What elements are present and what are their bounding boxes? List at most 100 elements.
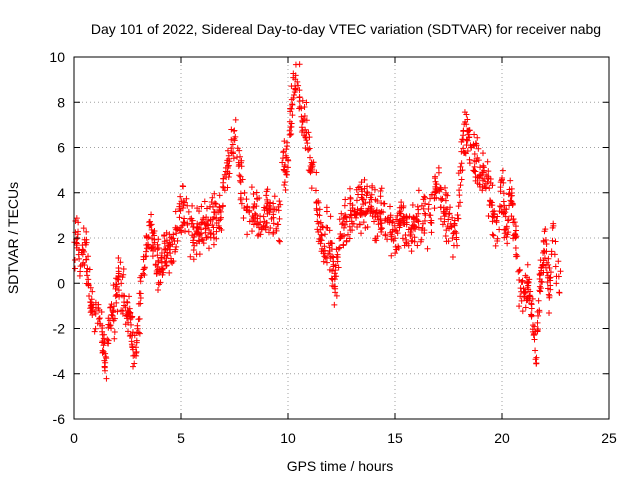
x-tick-label: 10 [280, 430, 296, 446]
data-point [142, 253, 149, 260]
data-point [408, 248, 415, 255]
data-point [336, 216, 343, 223]
data-point [499, 167, 506, 174]
data-point [464, 127, 471, 134]
data-point [329, 246, 336, 253]
data-point [326, 266, 333, 273]
data-point [155, 236, 162, 243]
data-point [246, 218, 253, 225]
data-point [114, 308, 121, 315]
data-point [155, 245, 162, 252]
data-point [431, 205, 438, 212]
data-point [439, 221, 446, 228]
data-point [315, 197, 322, 204]
data-point [201, 198, 208, 205]
data-point [276, 215, 283, 222]
data-point [528, 305, 535, 312]
data-point [548, 251, 555, 258]
data-point [392, 250, 399, 257]
data-point [338, 210, 345, 217]
data-point [180, 219, 187, 226]
data-point [531, 336, 538, 343]
data-point [471, 150, 478, 157]
data-point [207, 203, 214, 210]
data-point [113, 299, 120, 306]
data-point [432, 188, 439, 195]
data-point [504, 217, 511, 224]
data-point [148, 226, 155, 233]
data-point [421, 210, 428, 217]
data-point [363, 192, 370, 199]
data-point [210, 241, 217, 248]
data-point [342, 196, 349, 203]
data-point [211, 190, 218, 197]
data-point [291, 88, 298, 95]
data-point [529, 295, 536, 302]
data-point [435, 169, 442, 176]
data-point [309, 163, 316, 170]
data-point [487, 180, 494, 187]
data-point [398, 215, 405, 222]
data-point [124, 299, 131, 306]
data-point [398, 199, 405, 206]
y-tick-label: 0 [57, 275, 65, 291]
data-point [200, 240, 207, 247]
data-point [195, 237, 202, 244]
data-point [389, 228, 396, 235]
data-point [381, 217, 388, 224]
data-point [313, 169, 320, 176]
data-point [184, 221, 191, 228]
data-point [316, 206, 323, 213]
data-point [210, 224, 217, 231]
data-point [497, 184, 504, 191]
data-point [129, 329, 136, 336]
data-point [508, 213, 515, 220]
data-point [516, 276, 523, 283]
data-point [120, 266, 127, 273]
data-point [407, 232, 414, 239]
data-point [189, 232, 196, 239]
data-point [221, 187, 228, 194]
data-point [136, 290, 143, 297]
data-point [87, 309, 94, 316]
data-point [493, 217, 500, 224]
data-point [178, 224, 185, 231]
data-point [137, 300, 144, 307]
data-point [481, 176, 488, 183]
data-point [463, 111, 470, 118]
data-point [547, 269, 554, 276]
data-point [355, 191, 362, 198]
data-point [182, 228, 189, 235]
data-point [471, 168, 478, 175]
data-point [176, 214, 183, 221]
data-point [173, 225, 180, 232]
data-point [335, 264, 342, 271]
data-point [211, 214, 218, 221]
data-point [433, 194, 440, 201]
data-point [335, 245, 342, 252]
data-point [540, 257, 547, 264]
data-point [203, 205, 210, 212]
data-point [134, 322, 141, 329]
data-point [318, 232, 325, 239]
data-point [82, 239, 89, 246]
data-point [553, 273, 560, 280]
data-point [281, 163, 288, 170]
data-point [299, 127, 306, 134]
data-point [263, 192, 270, 199]
data-point [333, 292, 340, 299]
data-point [244, 231, 251, 238]
data-point [225, 155, 232, 162]
data-point [547, 274, 554, 281]
data-point [158, 265, 165, 272]
data-point [503, 223, 510, 230]
data-point [191, 242, 198, 249]
data-point [110, 282, 117, 289]
data-point [280, 149, 287, 156]
data-point [196, 221, 203, 228]
data-point [545, 255, 552, 262]
data-point [431, 175, 438, 182]
data-point [342, 211, 349, 218]
data-point [321, 231, 328, 238]
